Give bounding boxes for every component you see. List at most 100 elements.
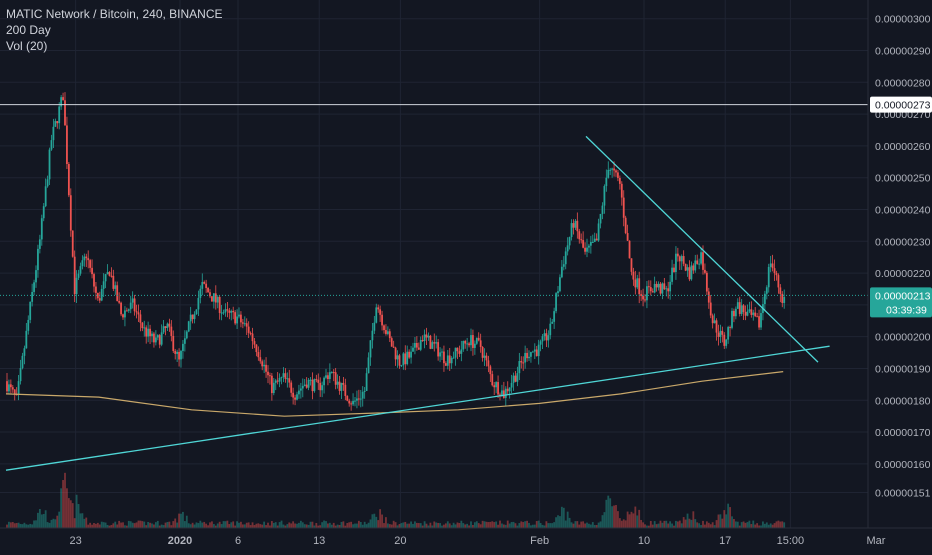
- volume-bar: [644, 524, 646, 528]
- candle-body: [286, 378, 289, 380]
- symbol-title[interactable]: MATIC Network / Bitcoin, 240, BINANCE: [6, 7, 223, 21]
- candle-body: [328, 372, 331, 380]
- volume-bar: [357, 520, 360, 528]
- volume-bar: [176, 522, 179, 528]
- volume-bar: [185, 515, 188, 528]
- volume-bar: [66, 488, 68, 528]
- candle-body: [19, 368, 22, 382]
- volume-bar: [307, 524, 310, 528]
- volume-bar: [234, 525, 237, 528]
- candle-body: [133, 298, 136, 312]
- volume-bar: [354, 523, 356, 528]
- volume-bar: [760, 525, 762, 528]
- volume-bar: [758, 525, 760, 528]
- volume-indicator-label[interactable]: Vol (20): [6, 39, 48, 53]
- candle-body: [83, 256, 86, 261]
- candle-body: [71, 230, 74, 257]
- volume-bar: [715, 520, 718, 528]
- price-axis[interactable]: 0.000003000.000002900.000002800.00000270…: [875, 14, 931, 500]
- candle-body: [122, 314, 124, 318]
- candle-body: [87, 258, 90, 261]
- volume-bar: [17, 522, 20, 528]
- candle-body: [75, 277, 78, 295]
- volume-bar: [479, 524, 482, 528]
- support-trendline[interactable]: [5, 345, 830, 471]
- volume-bar: [603, 512, 606, 528]
- volume-bar: [298, 522, 300, 528]
- volume-bar: [582, 521, 585, 528]
- candle-body: [125, 310, 128, 312]
- candle-body: [727, 327, 730, 340]
- volume-bar: [516, 525, 519, 528]
- volume-bar: [340, 521, 343, 528]
- candle-body: [60, 97, 63, 107]
- volume-bar: [756, 523, 759, 528]
- candle-body: [137, 312, 140, 315]
- volume-bar: [454, 524, 457, 528]
- ma-200-line[interactable]: [5, 371, 784, 417]
- volume-bar: [431, 525, 434, 528]
- volume-bar: [456, 522, 459, 528]
- volume-bar: [342, 521, 345, 528]
- candle-body: [114, 285, 117, 289]
- volume-bar: [35, 520, 37, 528]
- bar-countdown-label: 03:39:39: [886, 304, 927, 316]
- candle-body: [740, 305, 743, 314]
- resistance-trendline[interactable]: [585, 135, 819, 363]
- candle-body: [754, 312, 757, 317]
- volume-bar: [593, 525, 596, 528]
- volume-bar: [441, 525, 443, 528]
- volume-bar: [557, 515, 559, 528]
- volume-bar: [282, 524, 285, 528]
- volume-bar: [588, 523, 590, 528]
- time-axis[interactable]: 23 2020 6 13 20 Feb 10 17 15:00 Mar: [69, 535, 885, 547]
- volume-bar: [472, 525, 474, 528]
- volume-bar: [269, 525, 271, 528]
- volume-bar: [568, 517, 571, 528]
- volume-bar: [303, 524, 306, 528]
- candle-body: [707, 291, 710, 303]
- candle-body: [274, 380, 277, 383]
- volume-bar: [131, 522, 134, 528]
- candle-body: [733, 310, 735, 317]
- volume-bar: [713, 525, 716, 528]
- volume-bar: [491, 521, 494, 528]
- volume-bar: [133, 523, 136, 528]
- volume-bar: [27, 524, 30, 528]
- volume-bar: [640, 519, 643, 528]
- candle-body: [327, 375, 329, 380]
- volume-bar: [435, 522, 438, 528]
- candle-body: [42, 206, 45, 219]
- candle-body: [352, 400, 354, 405]
- ma-indicator-label[interactable]: 200 Day: [6, 23, 51, 37]
- volume-bar: [475, 521, 478, 528]
- volume-bar: [245, 522, 248, 528]
- candle-body: [572, 223, 575, 228]
- candle-body: [392, 346, 395, 348]
- candle-body: [249, 332, 252, 334]
- candle-body: [168, 323, 171, 327]
- volume-bar: [667, 523, 670, 528]
- volume-bar: [67, 498, 70, 528]
- candle-body: [224, 309, 227, 313]
- volume-bar: [553, 522, 556, 528]
- volume-bar: [419, 523, 422, 528]
- candle-body: [118, 301, 121, 303]
- volume-bar: [771, 524, 774, 528]
- volume-bar: [352, 524, 354, 528]
- volume-bar: [464, 524, 467, 528]
- candle-body: [67, 164, 70, 196]
- volume-bar: [95, 523, 97, 528]
- volume-bar: [750, 524, 753, 528]
- volume-bar: [301, 522, 304, 528]
- candlesticks[interactable]: [6, 92, 786, 411]
- candle-body: [406, 351, 409, 365]
- candle-body: [35, 270, 37, 283]
- candle-body: [485, 355, 488, 361]
- candle-body: [520, 361, 523, 363]
- volume-bar: [414, 521, 416, 528]
- candle-body: [228, 310, 231, 313]
- candle-body: [578, 231, 581, 240]
